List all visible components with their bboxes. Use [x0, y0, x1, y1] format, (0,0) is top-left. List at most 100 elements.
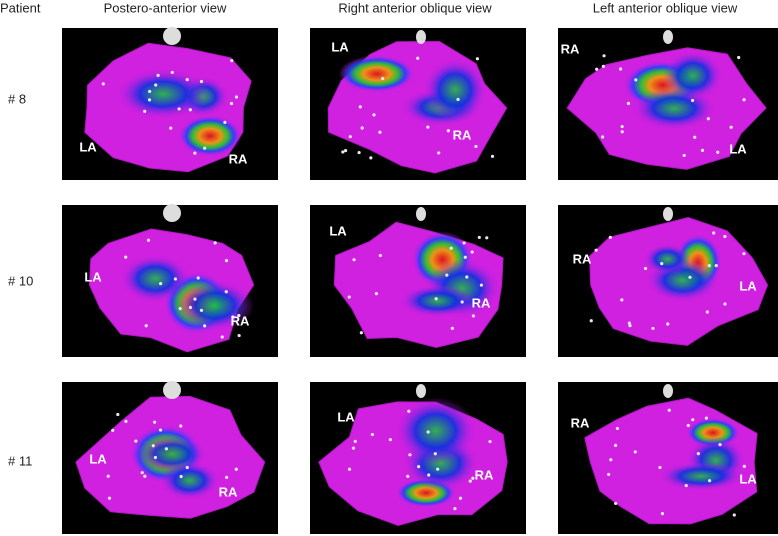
catheter-point [153, 455, 158, 460]
catheter-point [134, 439, 138, 443]
activation-area [178, 115, 242, 157]
catheter-point [347, 295, 351, 299]
catheter-point [111, 428, 115, 432]
catheter-point [737, 55, 741, 60]
catheter-point [358, 105, 362, 109]
catheter-point [213, 241, 217, 245]
catheter-point [231, 315, 235, 319]
catheter-point [381, 76, 385, 81]
catheter-point [445, 273, 449, 277]
catheter-point [341, 150, 345, 154]
catheter-point [199, 79, 204, 84]
catheter-point [188, 108, 192, 112]
catheter-point [729, 125, 733, 129]
catheter-point [369, 156, 373, 160]
catheter-point [185, 78, 189, 82]
catheter-point [225, 475, 229, 479]
row-label: # 11 [8, 453, 32, 468]
chamber-label: LA [337, 409, 355, 424]
catheter-point [433, 452, 437, 456]
chamber-label: LA [331, 39, 349, 54]
catheter-point [199, 308, 204, 312]
catheter-point [406, 474, 410, 478]
chamber-label: RA [573, 251, 592, 266]
catheter-point [378, 130, 382, 134]
catheter-point [667, 408, 671, 412]
catheter-point [170, 70, 174, 75]
activation-area [160, 461, 220, 500]
catheter-point [643, 266, 648, 271]
catheter-point [708, 479, 712, 483]
catheter-point [408, 453, 412, 457]
activation-area [400, 284, 476, 317]
catheter-point [618, 67, 623, 71]
catheter-point [237, 333, 241, 338]
catheter-point [718, 442, 722, 447]
catheter-point [158, 428, 163, 432]
catheter-point [416, 56, 420, 60]
catheter-point [690, 98, 695, 103]
catheter-point [462, 241, 466, 245]
chamber-label: RA [571, 415, 590, 430]
chamber-label: RA [231, 313, 250, 328]
catheter-point [146, 238, 151, 242]
catheter-point [693, 135, 697, 139]
row-label: # 10 [8, 273, 33, 288]
catheter-point [427, 473, 431, 477]
column-header: Right anterior oblique view [338, 0, 492, 15]
orientation-icon [416, 207, 426, 221]
orientation-icon [663, 384, 673, 398]
catheter-point [124, 419, 128, 423]
catheter-point [224, 258, 229, 263]
catheter-point [450, 326, 454, 330]
catheter-point [143, 109, 147, 113]
chamber-label: LA [739, 278, 757, 293]
catheter-point [700, 148, 705, 152]
catheter-point [626, 101, 631, 105]
orientation-icon [416, 30, 426, 44]
chamber-label: LA [739, 471, 757, 486]
catheter-point [589, 319, 593, 323]
catheter-point [742, 464, 746, 468]
catheter-point [614, 501, 618, 506]
catheter-point [613, 443, 618, 447]
chamber-label: RA [561, 41, 580, 56]
map-panel: RA LA [558, 382, 778, 534]
catheter-point [477, 235, 481, 240]
catheter-point [357, 150, 361, 155]
column-header: Postero-anterior view [104, 0, 227, 15]
catheter-point [196, 276, 200, 280]
catheter-point [742, 98, 746, 102]
catheter-point [388, 438, 392, 442]
catheter-point [468, 479, 472, 483]
activation-area [643, 243, 692, 275]
catheter-point [651, 326, 655, 331]
column-header: Left anterior oblique view [593, 0, 738, 15]
catheter-point [453, 507, 457, 511]
catheter-point [223, 120, 227, 124]
catheter-point [600, 135, 605, 139]
catheter-point [370, 432, 374, 437]
orientation-icon [416, 384, 426, 398]
catheter-point [159, 282, 163, 286]
catheter-point [144, 324, 148, 328]
catheter-point [660, 512, 665, 516]
catheter-point [436, 467, 440, 471]
catheter-point [426, 430, 430, 434]
catheter-point [716, 150, 720, 154]
activation-area [663, 50, 723, 101]
catheter-point [177, 107, 181, 111]
chamber-label: LA [329, 223, 347, 238]
catheter-point [188, 305, 193, 310]
catheter-point [374, 292, 379, 296]
catheter-point [712, 231, 716, 235]
catheter-point [714, 264, 718, 268]
catheter-point [169, 126, 173, 130]
catheter-point [179, 474, 183, 479]
map-panel: LA RA [310, 205, 526, 357]
chamber-label: RA [219, 484, 238, 499]
catheter-point [220, 335, 224, 339]
chamber-label: RA [472, 295, 491, 310]
catheter-point [407, 409, 411, 413]
catheter-point [193, 151, 197, 155]
